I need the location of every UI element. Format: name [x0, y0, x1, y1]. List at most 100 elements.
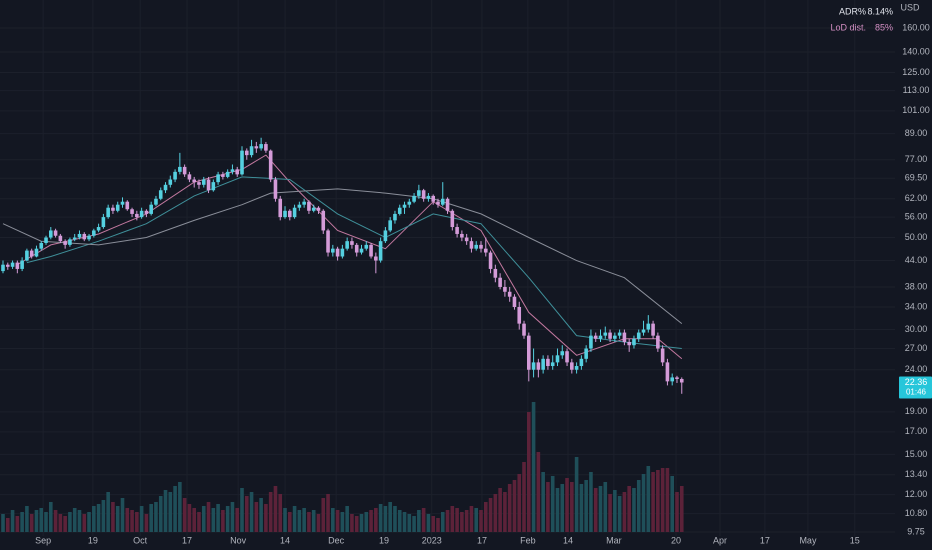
candle-body [440, 198, 445, 205]
y-tick-label: 140.00 [902, 46, 930, 56]
volume-bar [421, 508, 426, 532]
volume-bar [503, 492, 507, 532]
volume-bar [311, 510, 316, 532]
volume-bar [10, 510, 15, 532]
volume-bar [345, 506, 349, 532]
candle-body [632, 338, 636, 346]
volume-bar [608, 494, 612, 532]
candle-body [77, 233, 82, 238]
candle-body [321, 210, 326, 231]
candle-body [589, 335, 593, 349]
candle-body [445, 198, 450, 211]
volume-bar [598, 486, 603, 532]
candle-body [407, 201, 412, 205]
volume-bar [359, 514, 364, 532]
volume-bar [197, 512, 201, 532]
volume-bar [407, 514, 412, 532]
volume-bar [445, 510, 450, 532]
volume-bar [111, 502, 115, 532]
volume-bar [417, 510, 421, 532]
candle-body [383, 230, 388, 242]
candle-body [87, 235, 91, 240]
volume-bar [235, 508, 240, 532]
x-tick-label: Sep [35, 535, 51, 545]
candle-body [455, 227, 459, 234]
x-tick-label: May [799, 535, 817, 545]
x-tick-label: Apr [713, 535, 727, 545]
currency: USD [900, 2, 920, 12]
candle-body [326, 230, 330, 253]
candle-body [670, 377, 674, 382]
volume-bar [617, 496, 622, 532]
x-tick-label: Oct [133, 535, 148, 545]
candle-body [302, 201, 306, 205]
y-tick-label: 9.75 [907, 526, 925, 536]
volume-bar [139, 506, 144, 532]
candle-body [483, 248, 488, 253]
volume-bar [460, 512, 464, 532]
y-tick-label: 24.00 [905, 364, 928, 374]
volume-bar [388, 502, 392, 532]
y-tick-label: 50.00 [905, 232, 928, 242]
candle-body [431, 195, 435, 202]
candle-body [555, 355, 560, 363]
volume-bar [163, 490, 168, 532]
candle-body [464, 237, 469, 242]
volume-bar [431, 516, 435, 532]
candle-body [675, 377, 679, 379]
x-tick-label: 19 [379, 535, 389, 545]
x-tick-label: Mar [606, 535, 622, 545]
candle-body [139, 210, 144, 218]
volume-bar [378, 504, 383, 532]
volume-bar [584, 480, 588, 532]
volume-bar [670, 476, 674, 532]
candle-body [63, 241, 67, 245]
volume-bar [679, 486, 684, 532]
x-tick-label: 14 [280, 535, 290, 545]
candle-body [39, 243, 44, 249]
volume-bar [68, 512, 72, 532]
volume-bar [464, 510, 469, 532]
volume-bar [158, 496, 163, 532]
volume-bar [5, 518, 10, 532]
volume-bar [536, 452, 541, 532]
y-tick-label: 62.00 [905, 193, 928, 203]
volume-bar [555, 488, 560, 532]
x-tick-label: 20 [671, 535, 681, 545]
candle-body [613, 335, 617, 339]
candle-body [474, 244, 479, 249]
candle-body [168, 179, 173, 185]
moving-average [26, 176, 682, 349]
volume-bar [292, 506, 297, 532]
volume-bar [364, 512, 369, 532]
volume-bar [216, 504, 220, 532]
candle-body [34, 248, 39, 257]
candle-body [579, 358, 584, 367]
volume-bar [20, 512, 24, 532]
volume-bar [15, 516, 20, 532]
candle-body [412, 195, 416, 202]
volume-bar [201, 506, 206, 532]
last-price-box [899, 376, 932, 399]
candle-body [331, 248, 335, 253]
y-tick-label: 113.00 [903, 85, 930, 95]
candle-body [369, 244, 373, 257]
volume-bar [154, 502, 158, 532]
candle-body [53, 230, 58, 236]
candle-body [527, 335, 531, 370]
candle-body [340, 248, 345, 257]
indicator-name: LoD dist. [830, 22, 866, 32]
volume-bar [259, 498, 263, 532]
y-tick-label: 44.00 [905, 255, 928, 265]
candle-body [101, 217, 106, 228]
volume-bar [354, 516, 359, 532]
volume-bar [115, 506, 120, 532]
volume-bar [627, 486, 631, 532]
moving-average [2, 188, 683, 324]
candle-body [598, 335, 603, 339]
candle-body [364, 244, 369, 249]
candle-body [469, 241, 474, 249]
volume-bar [426, 514, 431, 532]
candle-body [426, 195, 431, 199]
x-tick-label: 19 [88, 535, 98, 545]
